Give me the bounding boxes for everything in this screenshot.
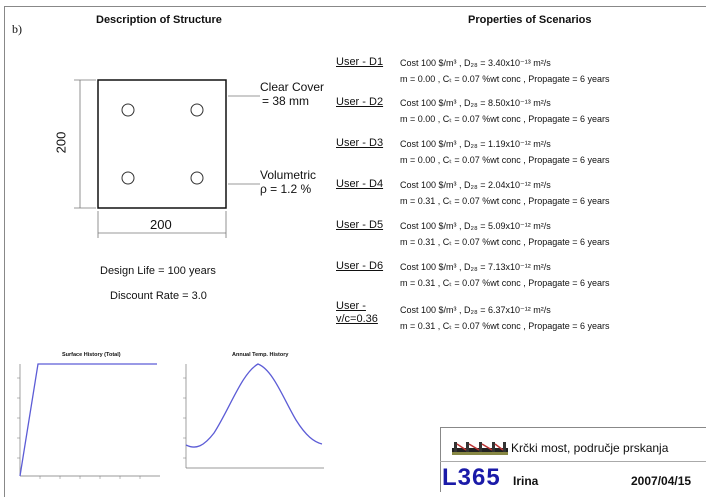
design-life: Design Life = 100 years: [100, 265, 216, 277]
rebar-circle: [121, 103, 135, 117]
temp-series-line: [185, 363, 323, 448]
scenario-row: User - D6 Cost 100 $/m³ , D₂₈ = 7.13x10⁻…: [336, 258, 706, 288]
volumetric-value: ρ = 1.2 %: [260, 182, 312, 196]
title-block-divider: [440, 461, 706, 462]
scenario-line1: Cost 100 $/m³ , D₂₈ = 7.13x10⁻¹² m²/s: [400, 262, 551, 272]
scenario-line1: Cost 100 $/m³ , D₂₈ = 5.09x10⁻¹² m²/s: [400, 221, 551, 231]
scenario-line2: m = 0.31 , Cₜ = 0.07 %wt conc , Propagat…: [400, 321, 610, 331]
scenario-row: User - D2 Cost 100 $/m³ , D₂₈ = 8.50x10⁻…: [336, 94, 706, 124]
annual-temp-chart: [183, 363, 324, 469]
rebar-circle: [190, 103, 204, 117]
discount-rate: Discount Rate = 3.0: [110, 290, 207, 302]
temp-chart-title: Annual Temp. History: [232, 352, 289, 358]
surface-history-chart: [17, 363, 160, 479]
left-header: Description of Structure: [96, 14, 222, 26]
right-header: Properties of Scenarios: [468, 14, 592, 26]
scenario-row: User - D4 Cost 100 $/m³ , D₂₈ = 2.04x10⁻…: [336, 176, 706, 206]
scenario-name: User - D1: [336, 56, 384, 68]
scenario-row: User - D3 Cost 100 $/m³ , D₂₈ = 1.19x10⁻…: [336, 135, 706, 165]
scenario-line1: Cost 100 $/m³ , D₂₈ = 3.40x10⁻¹³ m²/s: [400, 58, 551, 68]
scenario-name: User - D5: [336, 219, 384, 231]
section-outline: [97, 79, 227, 209]
dim-vertical: 200: [53, 131, 69, 154]
scenario-line1: Cost 100 $/m³ , D₂₈ = 6.37x10⁻¹² m²/s: [400, 305, 551, 315]
clear-cover-label: Clear Cover: [260, 80, 325, 94]
scenario-line2: m = 0.00 , Cₜ = 0.07 %wt conc , Propagat…: [400, 155, 610, 165]
dim-horizontal: 200: [150, 217, 172, 232]
scenario-line2: m = 0.31 , Cₜ = 0.07 %wt conc , Propagat…: [400, 278, 610, 288]
scenario-line2: m = 0.00 , Cₜ = 0.07 %wt conc , Propagat…: [400, 114, 610, 124]
scenario-line2: m = 0.00 , Cₜ = 0.07 %wt conc , Propagat…: [400, 74, 610, 84]
surface-chart-title: Surface History (Total): [62, 352, 121, 358]
scenario-name: User - D4: [336, 178, 384, 190]
scenario-name: User - D3: [336, 137, 384, 149]
scenario-row: User - D1 Cost 100 $/m³ , D₂₈ = 3.40x10⁻…: [336, 54, 706, 84]
volumetric-label: Volumetric: [260, 168, 317, 182]
scenario-row: User - v/c=0.36 Cost 100 $/m³ , D₂₈ = 6.…: [336, 298, 706, 338]
surface-series-line: [19, 363, 157, 477]
title-block: [440, 427, 706, 492]
cross-section-diagram: [74, 79, 260, 238]
logo-text: L365: [442, 464, 501, 491]
scenario-line2: m = 0.31 , Cₜ = 0.07 %wt conc , Propagat…: [400, 237, 610, 247]
scenario-name: User -: [336, 300, 366, 312]
date-value: 2007/04/15: [631, 474, 692, 488]
scenario-line1: Cost 100 $/m³ , D₂₈ = 8.50x10⁻¹³ m²/s: [400, 98, 551, 108]
scenario-name: User - D2: [336, 96, 384, 108]
project-title: Krčki most, područje prskanja: [511, 441, 669, 455]
page-frame: [4, 6, 706, 497]
rebar-circle: [121, 171, 135, 185]
scenario-line1: Cost 100 $/m³ , D₂₈ = 1.19x10⁻¹² m²/s: [400, 139, 551, 149]
clear-cover-value: = 38 mm: [262, 94, 310, 108]
scenario-name-line2: v/c=0.36: [336, 313, 378, 325]
figure-label: b): [12, 22, 22, 36]
rebar-circle: [190, 171, 204, 185]
author-name: Irina: [513, 474, 539, 488]
scenario-row: User - D5 Cost 100 $/m³ , D₂₈ = 5.09x10⁻…: [336, 217, 706, 247]
scenario-line2: m = 0.31 , Cₜ = 0.07 %wt conc , Propagat…: [400, 196, 610, 206]
scenario-line1: Cost 100 $/m³ , D₂₈ = 2.04x10⁻¹² m²/s: [400, 180, 551, 190]
scenario-name: User - D6: [336, 260, 384, 272]
bridge-logo-icon: [452, 442, 508, 455]
